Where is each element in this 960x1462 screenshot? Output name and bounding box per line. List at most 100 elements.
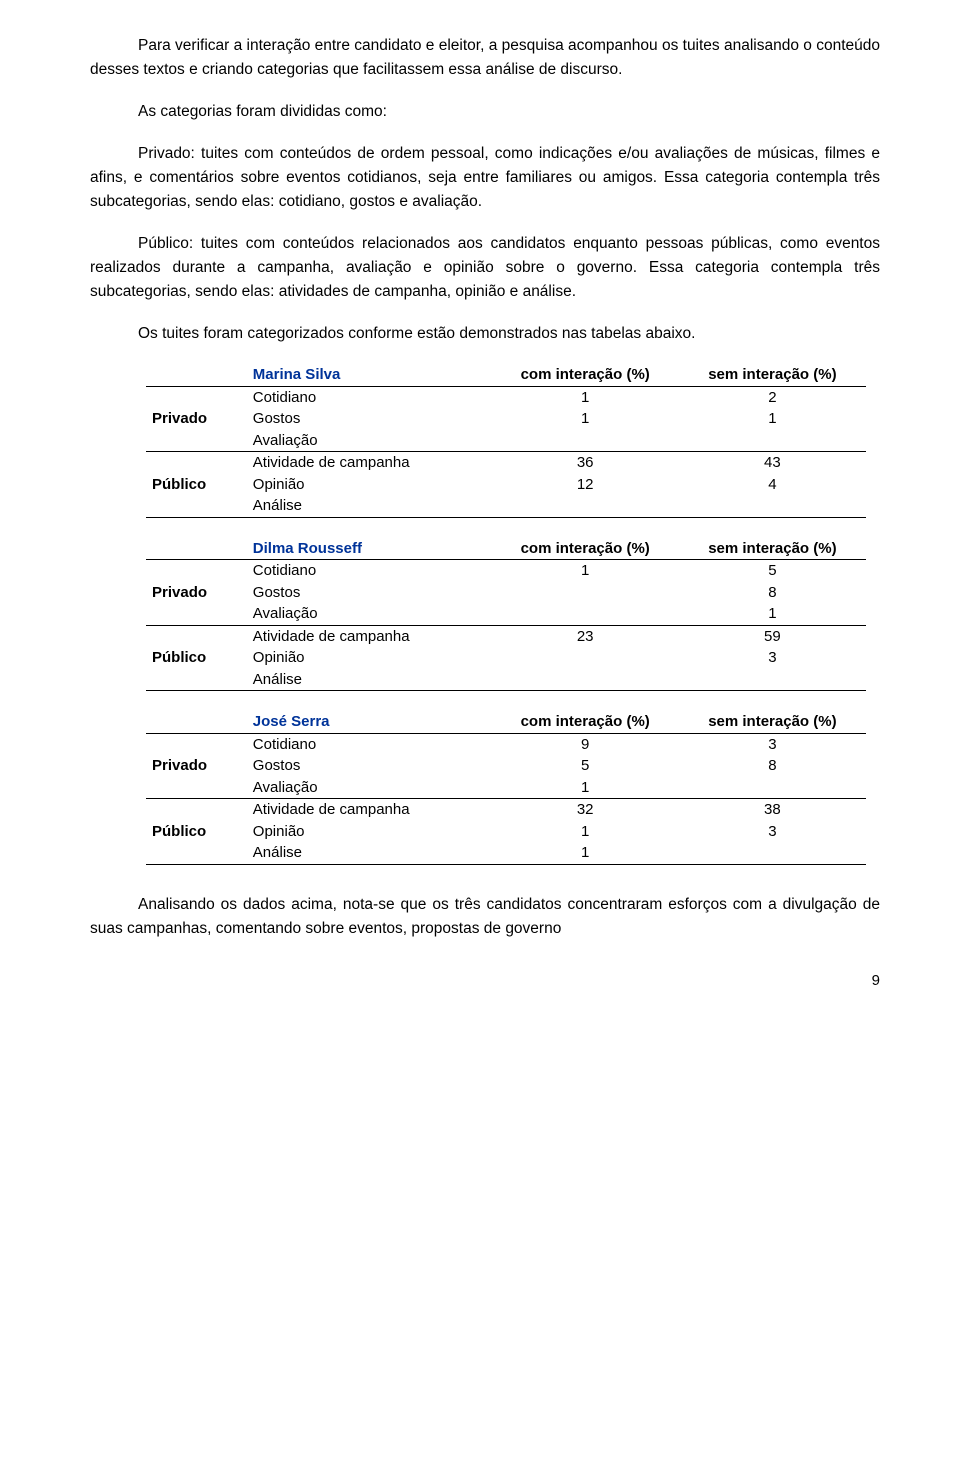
- table-header-sem: sem interação (%): [679, 364, 866, 386]
- group-label-empty: [146, 733, 247, 755]
- table-row: Análise: [146, 669, 866, 691]
- row-value-com: [492, 669, 679, 691]
- table-header-com: com interação (%): [492, 538, 679, 560]
- paragraph-privado: Privado: tuites com conteúdos de ordem p…: [90, 142, 880, 214]
- row-label: Cotidiano: [247, 733, 492, 755]
- table-header-com: com interação (%): [492, 364, 679, 386]
- table-row: Avaliação 1: [146, 603, 866, 625]
- row-value-sem: [679, 842, 866, 864]
- data-table: Marina Silvacom interação (%)sem interaç…: [146, 364, 866, 518]
- group-label-empty: [146, 386, 247, 408]
- row-label: Gostos: [247, 408, 492, 430]
- paragraph-analysis: Analisando os dados acima, nota-se que o…: [90, 893, 880, 941]
- row-value-com: 1: [492, 386, 679, 408]
- table-row: Cotidiano12: [146, 386, 866, 408]
- table-row: PrivadoGostos58: [146, 755, 866, 777]
- row-value-com: 36: [492, 452, 679, 474]
- row-label: Avaliação: [247, 603, 492, 625]
- row-label: Análise: [247, 842, 492, 864]
- row-label: Opinião: [247, 647, 492, 669]
- row-value-sem: [679, 495, 866, 517]
- row-label: Atividade de campanha: [247, 452, 492, 474]
- table-header-empty: [146, 364, 247, 386]
- row-label: Cotidiano: [247, 560, 492, 582]
- row-label: Opinião: [247, 474, 492, 496]
- row-value-sem: 59: [679, 625, 866, 647]
- group-label-publico: Público: [146, 474, 247, 496]
- table-header-empty: [146, 538, 247, 560]
- row-value-sem: [679, 430, 866, 452]
- group-label-empty: [146, 625, 247, 647]
- row-value-sem: 3: [679, 647, 866, 669]
- paragraph-tables-intro: Os tuites foram categorizados conforme e…: [90, 322, 880, 346]
- row-value-sem: [679, 777, 866, 799]
- table-row: PúblicoOpinião124: [146, 474, 866, 496]
- row-value-com: 9: [492, 733, 679, 755]
- table-row: Cotidiano93: [146, 733, 866, 755]
- row-value-sem: 3: [679, 821, 866, 843]
- group-label-empty: [146, 495, 247, 517]
- table-row: PúblicoOpinião13: [146, 821, 866, 843]
- group-label-empty: [146, 842, 247, 864]
- row-value-sem: 4: [679, 474, 866, 496]
- row-value-com: 5: [492, 755, 679, 777]
- row-label: Gostos: [247, 755, 492, 777]
- table-row: Atividade de campanha3643: [146, 452, 866, 474]
- table-row: PrivadoGostos8: [146, 582, 866, 604]
- table-row: Atividade de campanha3238: [146, 799, 866, 821]
- data-table: José Serracom interação (%)sem interação…: [146, 711, 866, 865]
- table-row: PrivadoGostos11: [146, 408, 866, 430]
- row-value-com: 1: [492, 408, 679, 430]
- data-table: Dilma Rousseffcom interação (%)sem inter…: [146, 538, 866, 692]
- table-row: Análise: [146, 495, 866, 517]
- table-header-name: Marina Silva: [247, 364, 492, 386]
- row-value-com: [492, 495, 679, 517]
- table-row: Avaliação1: [146, 777, 866, 799]
- row-label: Cotidiano: [247, 386, 492, 408]
- row-label: Análise: [247, 495, 492, 517]
- table-row: Análise1: [146, 842, 866, 864]
- row-value-com: 1: [492, 821, 679, 843]
- row-value-com: 1: [492, 560, 679, 582]
- tables-container: Marina Silvacom interação (%)sem interaç…: [146, 364, 866, 865]
- group-label-empty: [146, 452, 247, 474]
- row-value-sem: 3: [679, 733, 866, 755]
- group-label-privado: Privado: [146, 582, 247, 604]
- table-row: Avaliação: [146, 430, 866, 452]
- table-header-com: com interação (%): [492, 711, 679, 733]
- paragraph-cat-intro: As categorias foram divididas como:: [90, 100, 880, 124]
- row-label: Análise: [247, 669, 492, 691]
- page-number: 9: [90, 969, 880, 992]
- row-value-com: 1: [492, 777, 679, 799]
- row-value-sem: [679, 669, 866, 691]
- group-label-empty: [146, 603, 247, 625]
- table-row: Cotidiano15: [146, 560, 866, 582]
- row-value-sem: 1: [679, 603, 866, 625]
- row-label: Avaliação: [247, 430, 492, 452]
- row-value-sem: 38: [679, 799, 866, 821]
- group-label-privado: Privado: [146, 408, 247, 430]
- row-value-com: [492, 647, 679, 669]
- group-label-publico: Público: [146, 647, 247, 669]
- paragraph-intro: Para verificar a interação entre candida…: [90, 34, 880, 82]
- table-row: PúblicoOpinião 3: [146, 647, 866, 669]
- row-value-sem: 8: [679, 755, 866, 777]
- group-label-empty: [146, 777, 247, 799]
- row-value-com: [492, 430, 679, 452]
- row-value-sem: 8: [679, 582, 866, 604]
- row-value-sem: 1: [679, 408, 866, 430]
- row-label: Opinião: [247, 821, 492, 843]
- table-header-empty: [146, 711, 247, 733]
- row-value-sem: 43: [679, 452, 866, 474]
- group-label-empty: [146, 799, 247, 821]
- row-value-sem: 2: [679, 386, 866, 408]
- row-label: Atividade de campanha: [247, 799, 492, 821]
- group-label-privado: Privado: [146, 755, 247, 777]
- table-header-sem: sem interação (%): [679, 711, 866, 733]
- row-value-com: 1: [492, 842, 679, 864]
- row-value-com: [492, 582, 679, 604]
- table-row: Atividade de campanha2359: [146, 625, 866, 647]
- row-value-sem: 5: [679, 560, 866, 582]
- table-header-name: Dilma Rousseff: [247, 538, 492, 560]
- paragraph-publico: Público: tuites com conteúdos relacionad…: [90, 232, 880, 304]
